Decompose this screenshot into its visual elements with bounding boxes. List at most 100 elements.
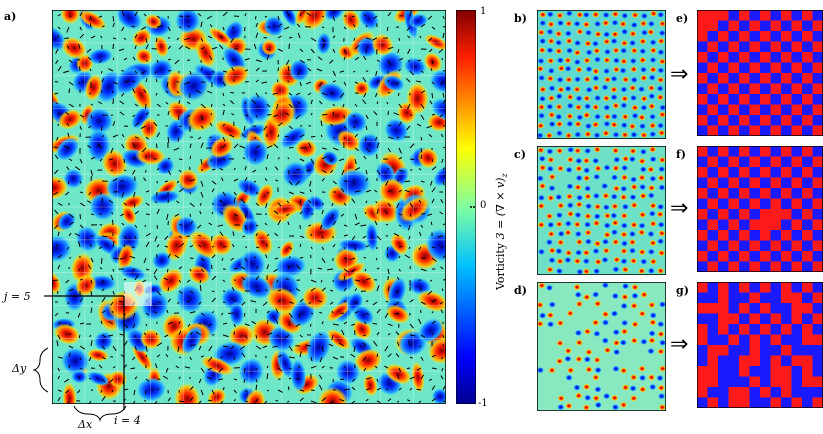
velocity-arrow xyxy=(165,90,169,94)
pattern-blob xyxy=(638,86,645,93)
velocity-arrow xyxy=(66,26,70,33)
pattern-blob xyxy=(657,203,665,210)
velocity-arrow xyxy=(330,92,334,96)
velocity-arrow xyxy=(189,268,192,272)
checker-cell xyxy=(802,20,813,32)
velocity-arrow xyxy=(200,367,205,373)
checker-cell xyxy=(791,177,803,189)
velocity-arrow xyxy=(276,334,279,338)
pattern-blob xyxy=(582,157,590,164)
velocity-arrow xyxy=(295,323,301,328)
checker-cell xyxy=(707,209,719,220)
checker-cell xyxy=(697,376,708,388)
checker-cell xyxy=(812,52,823,63)
checker-cell xyxy=(760,251,771,262)
velocity-arrow xyxy=(196,224,202,229)
checker-cell xyxy=(802,345,813,356)
velocity-arrow xyxy=(308,224,312,227)
velocity-arrow xyxy=(353,125,356,129)
velocity-arrow xyxy=(354,45,360,50)
velocity-arrow xyxy=(376,267,380,270)
pattern-blob xyxy=(629,385,637,392)
velocity-arrow xyxy=(397,400,400,403)
velocity-arrow xyxy=(362,342,367,347)
velocity-arrow xyxy=(351,198,356,204)
pattern-blob xyxy=(621,174,628,181)
checker-cell xyxy=(739,52,750,63)
panel-label-g: g) xyxy=(676,284,689,297)
checker-cell xyxy=(697,167,708,178)
vortex-blob xyxy=(153,35,169,58)
pattern-blob xyxy=(538,74,546,81)
velocity-arrow xyxy=(251,320,257,325)
velocity-arrow xyxy=(318,384,323,391)
checker-cell xyxy=(791,115,803,126)
velocity-arrow xyxy=(274,232,279,237)
pattern-blob xyxy=(638,158,646,165)
pattern-blob xyxy=(576,194,584,201)
velocity-arrow xyxy=(90,176,92,182)
pattern-blob xyxy=(582,404,590,411)
velocity-arrow xyxy=(255,384,258,391)
velocity-arrow xyxy=(266,145,273,149)
pattern-blob xyxy=(555,103,563,110)
pattern-blob xyxy=(657,122,665,129)
pattern-blob xyxy=(657,321,665,328)
pattern-blob xyxy=(575,174,583,182)
checker-cell xyxy=(707,355,719,367)
velocity-arrow xyxy=(329,301,334,305)
velocity-arrow xyxy=(211,46,218,50)
velocity-arrow xyxy=(385,223,389,226)
velocity-arrow xyxy=(97,101,103,105)
velocity-arrow xyxy=(200,180,204,187)
pattern-blob xyxy=(631,292,639,299)
pattern-blob xyxy=(575,95,583,102)
vortex-blob xyxy=(316,32,332,55)
velocity-arrow xyxy=(351,378,356,382)
velocity-arrow xyxy=(375,200,378,204)
velocity-arrow xyxy=(134,136,139,139)
velocity-arrow xyxy=(272,345,279,348)
checker-cell xyxy=(812,198,823,210)
pattern-blob xyxy=(648,374,655,381)
velocity-arrow xyxy=(438,48,444,54)
pattern-blob xyxy=(603,104,611,111)
velocity-arrow xyxy=(233,178,239,182)
pattern-blob xyxy=(612,57,620,64)
velocity-arrow xyxy=(338,158,345,162)
velocity-arrow xyxy=(65,279,70,284)
velocity-arrow xyxy=(200,125,204,129)
checker-cell xyxy=(781,366,792,377)
velocity-arrow xyxy=(178,266,183,270)
checker-cell xyxy=(781,313,792,325)
vortex-blob xyxy=(399,195,431,223)
checker-cell xyxy=(781,73,792,84)
pattern-blob xyxy=(621,164,629,171)
velocity-arrow xyxy=(57,367,60,372)
velocity-arrow xyxy=(101,345,106,350)
velocity-arrow xyxy=(420,147,423,153)
velocity-arrow xyxy=(274,318,279,325)
pattern-blob xyxy=(648,337,656,344)
checker-cell xyxy=(749,41,761,53)
velocity-arrow xyxy=(57,254,63,259)
velocity-arrow xyxy=(354,103,358,107)
velocity-arrow xyxy=(78,241,81,248)
velocity-arrow xyxy=(189,220,194,226)
velocity-arrow xyxy=(211,70,215,73)
velocity-arrow xyxy=(255,145,261,149)
velocity-arrow xyxy=(431,198,435,204)
checker-cell xyxy=(791,62,803,74)
checker-cell xyxy=(791,219,803,231)
checker-cell xyxy=(791,303,803,314)
velocity-arrow xyxy=(274,166,279,171)
checker-cell xyxy=(802,177,813,189)
velocity-arrow xyxy=(365,200,368,204)
velocity-arrow xyxy=(55,102,59,105)
velocity-arrow xyxy=(156,342,163,347)
pattern-blob xyxy=(613,156,621,163)
pattern-blob xyxy=(537,221,545,228)
velocity-arrow xyxy=(331,202,334,207)
velocity-arrow xyxy=(299,235,305,238)
pattern-blob xyxy=(656,85,664,92)
